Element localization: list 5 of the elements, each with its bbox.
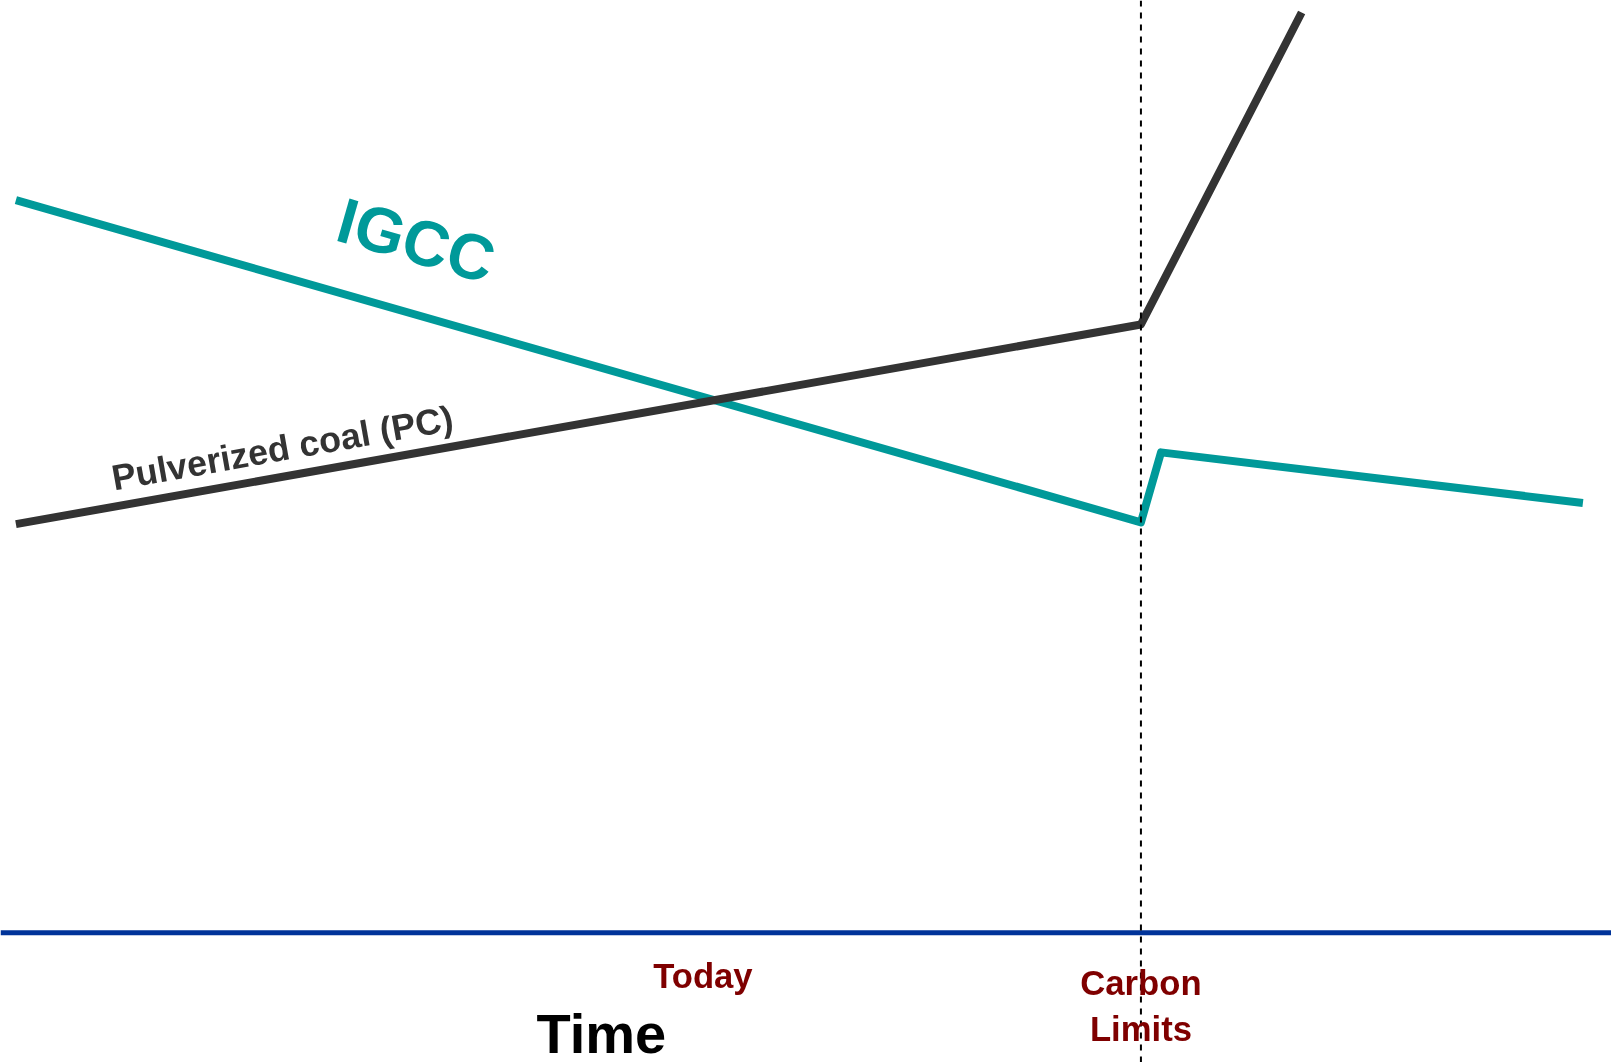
text: Carbon Limits: [1080, 964, 1202, 1048]
x-axis-title: Time: [536, 1001, 667, 1062]
text: Today: [653, 956, 754, 995]
text: Pulverized coal (PC): [108, 397, 457, 499]
text: IGCC: [329, 183, 503, 298]
